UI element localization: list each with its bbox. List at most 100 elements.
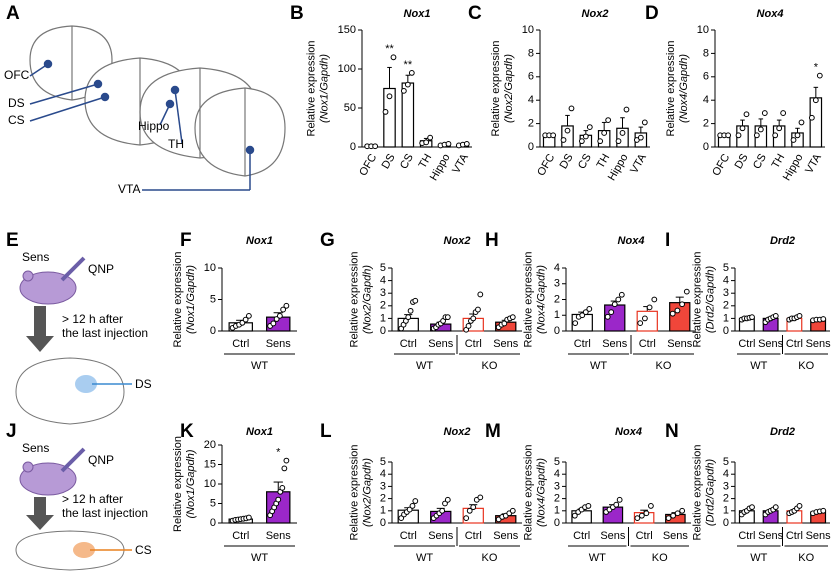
y-tick-label: 8 [703,47,709,59]
data-point [616,496,623,503]
data-point [390,54,397,61]
y-tick-label: 5 [210,293,216,305]
data-point [798,119,805,126]
x-tick-label: Ctrl [400,338,417,350]
x-tick-label: Sens [428,530,454,542]
data-point [470,315,477,322]
region [75,375,97,393]
x-tick-label: Sens [493,338,519,350]
y-tick-label: 0 [210,517,216,529]
y-tick-label: 0 [554,325,560,337]
data-point [406,506,413,513]
panel-letter: M [485,421,501,442]
x-tick-label: Sens [806,530,832,542]
y-axis-label: (Nox4/Gapdh) [535,458,547,527]
data-point [463,515,470,522]
data-point [753,132,760,139]
y-tick-label: 2 [380,300,386,312]
y-tick-label: 0 [554,517,560,529]
group-label: KO [652,552,668,564]
y-tick-label: 100 [338,63,356,75]
data-point [463,140,470,147]
bar [616,127,629,148]
data-point [613,501,620,508]
data-point [608,309,615,316]
x-tick-label: OFC [535,152,557,178]
y-tick-label: 3 [554,278,560,290]
x-tick-label: Sens [266,530,292,542]
bar [636,310,658,332]
data-point [790,137,797,143]
y-tick-label: 6 [703,71,709,83]
data-point [605,117,612,123]
x-tick-label: Ctrl [738,338,755,350]
group-label: WT [416,360,433,372]
data-point [585,503,592,509]
region-label: VTA [118,182,140,196]
panel-title: Drd2 [770,235,795,247]
y-tick-label: 0 [380,325,386,337]
region-label: Hippo [138,119,170,133]
y-tick-label: 2 [723,493,729,505]
note: the last injection [62,506,148,520]
x-tick-label: TH [417,152,435,171]
data-point [683,288,690,295]
data-point [611,301,618,308]
panel-title: Nox2 [444,235,471,247]
slice [15,357,125,425]
y-tick-label: 8 [528,47,534,59]
y-tick-label: 10 [204,478,216,490]
panel-title: Nox4 [757,8,784,20]
data-point [812,97,819,104]
x-tick-label: Ctrl [639,338,656,350]
data-point [820,316,827,322]
data-point [651,296,658,303]
data-point [275,496,282,503]
data-point [679,301,686,308]
group-label: Sens [22,250,49,264]
group-label: WT [251,552,268,564]
x-tick-label: Sens [806,338,832,350]
y-tick-label: 20 [204,439,216,451]
x-tick-label: Ctrl [465,338,482,350]
panel-title: Nox1 [246,235,273,247]
mouse-ear [22,461,34,473]
y-axis-label: Relative expression [490,41,502,137]
note: the last injection [62,326,148,340]
group-label: KO [656,360,672,372]
y-axis-label: Relative expression [172,436,184,532]
bar [266,491,291,524]
data-point [772,504,779,511]
x-tick-label: Ctrl [232,338,249,350]
data-point [643,510,650,517]
data-point [604,313,611,320]
data-point [372,143,379,150]
data-point [641,119,648,126]
data-point [439,507,446,514]
y-tick-label: 3 [554,480,560,492]
region-label: DS [8,96,25,110]
data-point [444,496,451,503]
y-axis-label: Relative expression [348,252,360,348]
data-point [615,296,622,303]
data-point [560,137,567,143]
y-tick-label: 5 [723,456,729,468]
data-point [586,124,593,131]
data-point [509,314,516,321]
data-point [427,134,434,141]
y-axis-label: Relative expression [172,252,184,348]
x-tick-label: DS [558,152,576,171]
y-axis-label: (Nox2/Gapdh) [503,54,515,123]
significance: ** [385,43,394,55]
slice [194,87,286,177]
group-label: KO [482,552,498,564]
significance: ** [404,59,413,71]
y-axis-label: (Nox4/Gapdh) [678,54,690,123]
y-tick-label: 4 [703,94,709,106]
data-point [641,315,648,322]
data-point [280,306,287,313]
region-label: TH [168,137,184,151]
data-point [550,132,557,139]
data-point [407,307,414,314]
data-point [674,307,681,314]
